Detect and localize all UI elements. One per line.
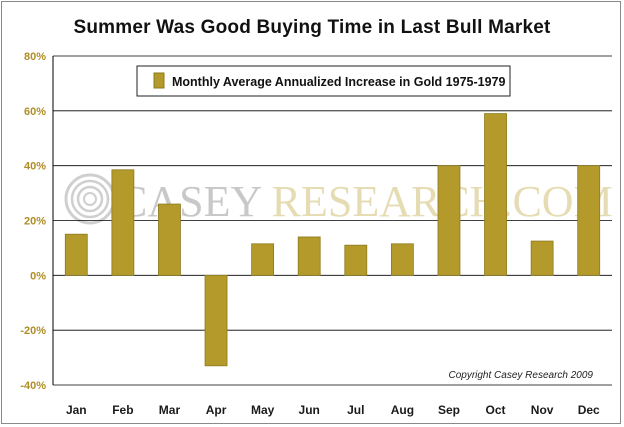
bar-mar bbox=[158, 203, 181, 276]
x-axis: Jan Feb Mar Apr May Jun Jul Aug Sep Oct Nov Dec bbox=[66, 403, 600, 417]
bar-jun bbox=[297, 236, 321, 276]
x-tick-label: Jun bbox=[299, 403, 320, 417]
y-tick-label: 40% bbox=[24, 161, 46, 173]
bars bbox=[64, 113, 601, 367]
x-tick-label: Dec bbox=[578, 403, 600, 417]
y-tick-label: 60% bbox=[24, 106, 46, 118]
legend: Monthly Average Annualized Increase in G… bbox=[136, 65, 511, 97]
grid bbox=[53, 55, 612, 386]
bar-feb bbox=[111, 169, 135, 276]
x-tick-label: Nov bbox=[531, 403, 554, 417]
copyright-text: Copyright Casey Research 2009 bbox=[448, 370, 593, 381]
x-tick-label: Mar bbox=[159, 403, 181, 417]
x-tick-label: Oct bbox=[486, 403, 506, 417]
bar-aug bbox=[390, 243, 414, 276]
bar-apr bbox=[204, 274, 228, 367]
bar-nov bbox=[530, 240, 554, 276]
chart-title: Summer Was Good Buying Time in Last Bull… bbox=[73, 17, 551, 38]
y-axis: 80% 60% 40% 20% 0% -20% -40% bbox=[20, 51, 54, 392]
watermark-text-part: CASEY bbox=[118, 177, 272, 226]
y-tick-label: 80% bbox=[24, 51, 46, 63]
y-tick-label: -40% bbox=[20, 380, 46, 392]
watermark-logo-icon bbox=[64, 173, 116, 225]
bar-dec bbox=[577, 165, 601, 276]
legend-label: Monthly Average Annualized Increase in G… bbox=[172, 75, 505, 89]
watermark: CASEY RESEARCH.COM bbox=[64, 173, 613, 226]
y-tick-label: 20% bbox=[24, 216, 46, 228]
x-tick-label: Apr bbox=[206, 403, 227, 417]
y-tick-label: -20% bbox=[20, 325, 46, 337]
bar-may bbox=[251, 243, 275, 276]
y-tick-label: 0% bbox=[30, 270, 46, 282]
watermark-text: CASEY RESEARCH.COM bbox=[118, 177, 613, 226]
x-tick-label: Sep bbox=[438, 403, 460, 417]
bar-sep bbox=[437, 165, 461, 276]
x-tick-label: Jul bbox=[347, 403, 364, 417]
legend-swatch bbox=[153, 72, 165, 89]
bar-jul bbox=[344, 244, 368, 276]
bar-jan bbox=[64, 233, 88, 276]
x-tick-label: Feb bbox=[112, 403, 133, 417]
legend-box bbox=[136, 65, 511, 97]
x-tick-label: Aug bbox=[391, 403, 414, 417]
x-tick-label: May bbox=[251, 403, 275, 417]
bar-oct bbox=[484, 113, 507, 276]
x-tick-label: Jan bbox=[66, 403, 87, 417]
